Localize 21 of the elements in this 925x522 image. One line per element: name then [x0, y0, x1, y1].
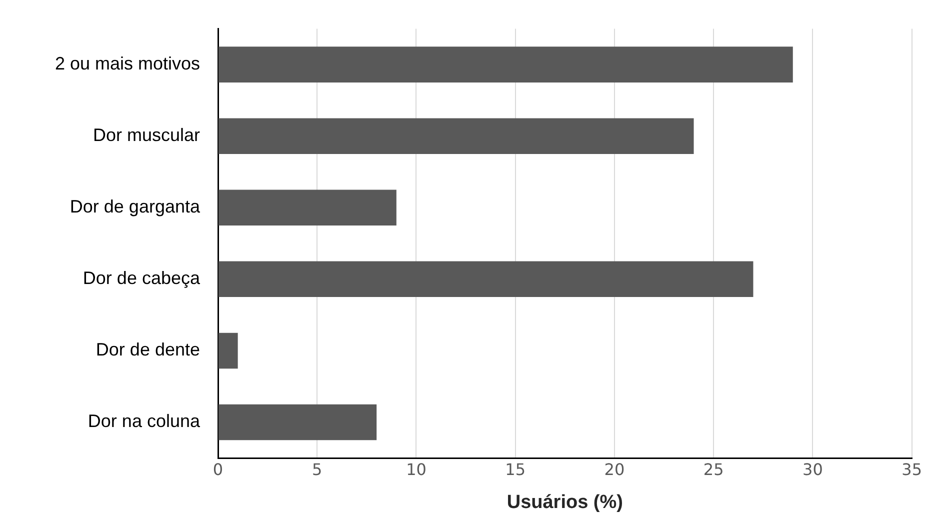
y-tick-label: Dor na coluna: [88, 411, 201, 432]
y-tick-label: 2 ou mais motivos: [54, 54, 200, 74]
x-tick-label: 35: [902, 460, 922, 479]
x-tick-label: 20: [604, 460, 625, 479]
x-tick-label: 0: [212, 460, 224, 479]
bar: [218, 261, 754, 298]
x-tick-label: 15: [505, 460, 526, 479]
y-tick-label: Dor de garganta: [70, 196, 201, 217]
y-tick-label: Dor de cabeça: [82, 268, 201, 288]
bar: [218, 404, 377, 440]
bar: [218, 118, 694, 154]
x-tick-label: 10: [406, 460, 426, 479]
y-tick-label: Dor muscular: [92, 125, 200, 146]
x-tick-label: 30: [802, 460, 823, 479]
x-axis-title: Usuários (%): [506, 492, 623, 513]
bar: [218, 332, 238, 369]
bar: [218, 46, 793, 82]
bar: [218, 190, 396, 226]
y-tick-label: Dor de dente: [96, 340, 200, 360]
x-tick-label: 5: [312, 460, 322, 479]
x-tick-label: 25: [703, 460, 724, 479]
